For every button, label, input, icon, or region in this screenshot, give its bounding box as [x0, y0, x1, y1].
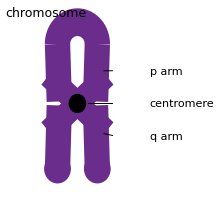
Polygon shape: [41, 67, 113, 140]
Polygon shape: [45, 9, 110, 45]
Polygon shape: [41, 67, 113, 140]
Text: centromere: centromere: [150, 99, 215, 109]
Circle shape: [85, 155, 110, 183]
Polygon shape: [83, 44, 110, 102]
Polygon shape: [45, 105, 72, 169]
Polygon shape: [83, 105, 110, 169]
Circle shape: [69, 95, 85, 113]
Text: chromosome: chromosome: [5, 7, 86, 20]
Circle shape: [45, 155, 70, 183]
Text: p arm: p arm: [150, 66, 182, 76]
Text: q arm: q arm: [150, 132, 182, 141]
Polygon shape: [45, 44, 72, 102]
